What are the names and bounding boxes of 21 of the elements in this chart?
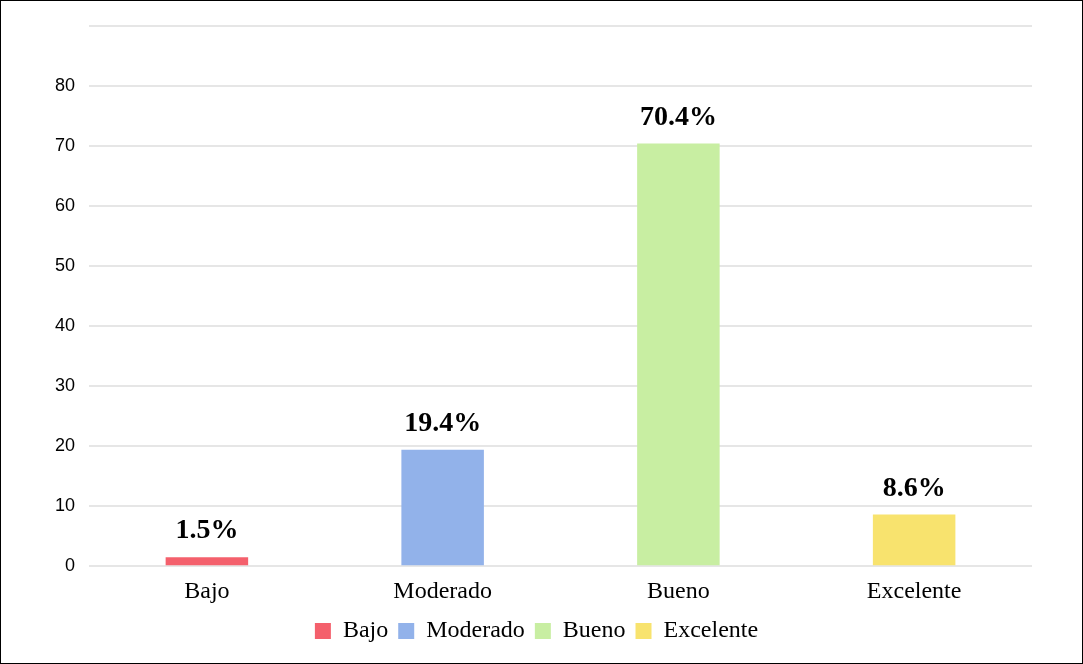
x-tick-label: Moderado <box>393 576 492 603</box>
y-tick-label: 10 <box>54 495 76 516</box>
x-tick-label: Excelente <box>866 576 962 603</box>
y-tick-label: 60 <box>54 194 76 215</box>
data-label: 1.5% <box>175 513 239 545</box>
y-tick-label: 0 <box>65 555 76 576</box>
legend-label: Moderado <box>426 616 525 643</box>
x-tick-label: Bajo <box>184 576 230 603</box>
data-label: 19.4% <box>404 405 482 437</box>
y-tick-label: 70 <box>54 134 76 155</box>
y-tick-label: 40 <box>54 314 76 335</box>
legend-label: Bueno <box>562 616 626 643</box>
data-label: 70.4% <box>639 99 717 131</box>
legend-label: Bajo <box>342 616 389 643</box>
data-label: 8.6% <box>882 470 946 502</box>
y-tick-label: 80 <box>54 74 76 95</box>
y-tick-label: 20 <box>54 435 76 456</box>
legend-label: Excelente <box>663 616 759 643</box>
y-tick-label: 30 <box>54 375 76 396</box>
y-tick-label: 50 <box>54 254 76 275</box>
x-tick-label: Bueno <box>647 576 710 603</box>
